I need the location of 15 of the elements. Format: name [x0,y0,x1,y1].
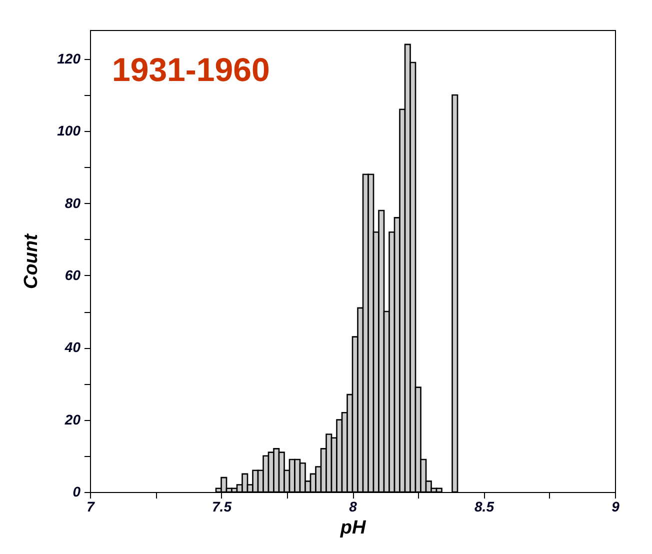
text: 1931-1960 [112,51,270,88]
y-tick-label: 80 [64,194,81,211]
x-tick-label: 9 [612,498,620,514]
y-tick-label: 60 [64,266,81,283]
y-axis-title: Count [21,233,42,289]
y-tick-label: 20 [64,411,81,428]
y-tick-label: 120 [57,50,81,66]
x-tick-label: 7 [86,498,96,514]
x-tick-label: 8 [349,498,358,514]
y-tick-label: 100 [57,122,81,139]
y-tick-label: 40 [64,339,81,356]
y-tick-label: 0 [72,484,81,500]
x-tick-label: 7.5 [212,498,232,514]
x-axis-title: pH [339,518,367,538]
x-tick-label: 8.5 [474,498,494,514]
